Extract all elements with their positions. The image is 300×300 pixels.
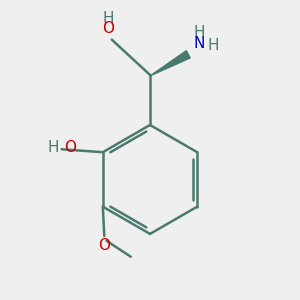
Text: O: O (102, 21, 114, 36)
Text: N: N (194, 36, 205, 51)
Text: H: H (47, 140, 59, 155)
Text: H: H (102, 11, 114, 26)
Text: O: O (64, 140, 76, 155)
Text: H: H (194, 25, 205, 40)
Text: H: H (208, 38, 219, 53)
Polygon shape (150, 51, 190, 76)
Text: O: O (98, 238, 110, 253)
